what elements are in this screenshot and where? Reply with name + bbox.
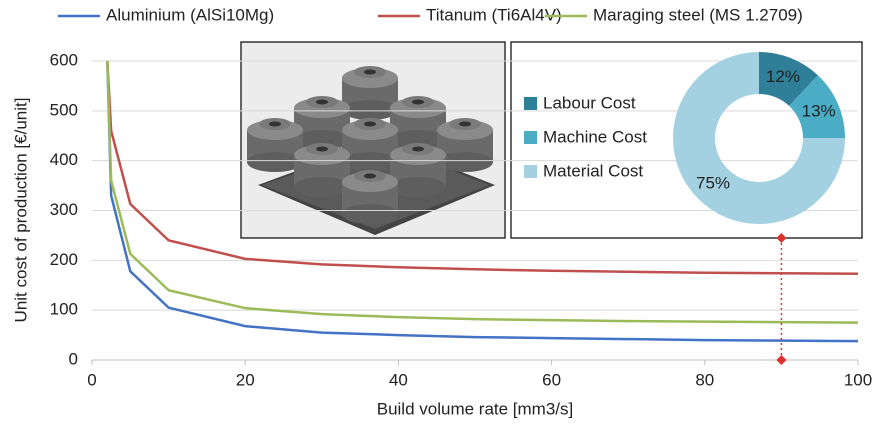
gear-bottom	[342, 152, 398, 172]
gear-bottom	[342, 204, 398, 224]
legend-swatch	[524, 131, 537, 144]
gear-hole	[364, 122, 376, 127]
gear-hole	[364, 70, 376, 75]
pie-value-label: 75%	[696, 173, 730, 192]
y-tick-label: 200	[50, 250, 78, 269]
y-axis-title: Unit cost of production [€/unit]	[11, 98, 30, 323]
gear-hole	[459, 122, 471, 127]
y-tick-label: 0	[69, 349, 78, 368]
gear-bottom	[294, 177, 350, 197]
gear-hole	[316, 147, 328, 152]
gear-bottom	[390, 177, 446, 197]
y-tick-label: 400	[50, 150, 78, 169]
gear-hole	[269, 122, 281, 127]
y-tick-label: 600	[50, 50, 78, 69]
gear-hole	[412, 147, 424, 152]
chart: Build volume rate [mm3/s] Unit cost of p…	[0, 0, 879, 427]
x-tick-label: 60	[542, 370, 561, 389]
legend-label: Labour Cost	[543, 93, 636, 112]
x-tick-label: 20	[236, 370, 255, 389]
legend-swatch	[524, 97, 537, 110]
y-tick-label: 300	[50, 200, 78, 219]
marker-diamond	[776, 355, 786, 365]
x-tick-label: 100	[844, 370, 872, 389]
legend-label: Material Cost	[543, 161, 643, 180]
legend-label: Maraging steel (MS 1.2709)	[593, 5, 803, 24]
x-tick-label: 40	[389, 370, 408, 389]
legend-label: Machine Cost	[543, 127, 647, 146]
gear-hole	[364, 174, 376, 179]
legend-label: Titanum (Ti6Al4V)	[426, 5, 562, 24]
legend-label: Aluminium (AlSi10Mg)	[106, 5, 274, 24]
x-tick-label: 0	[87, 370, 96, 389]
pie-value-label: 13%	[802, 102, 836, 121]
gear-hole	[316, 100, 328, 105]
gear-bottom	[342, 100, 398, 120]
pie-value-label: 12%	[766, 67, 800, 86]
y-tick-label: 100	[50, 300, 78, 319]
gear-hole	[412, 100, 424, 105]
y-tick-label: 500	[50, 100, 78, 119]
x-tick-label: 80	[695, 370, 714, 389]
legend-swatch	[524, 165, 537, 178]
x-axis-title: Build volume rate [mm3/s]	[377, 399, 574, 418]
